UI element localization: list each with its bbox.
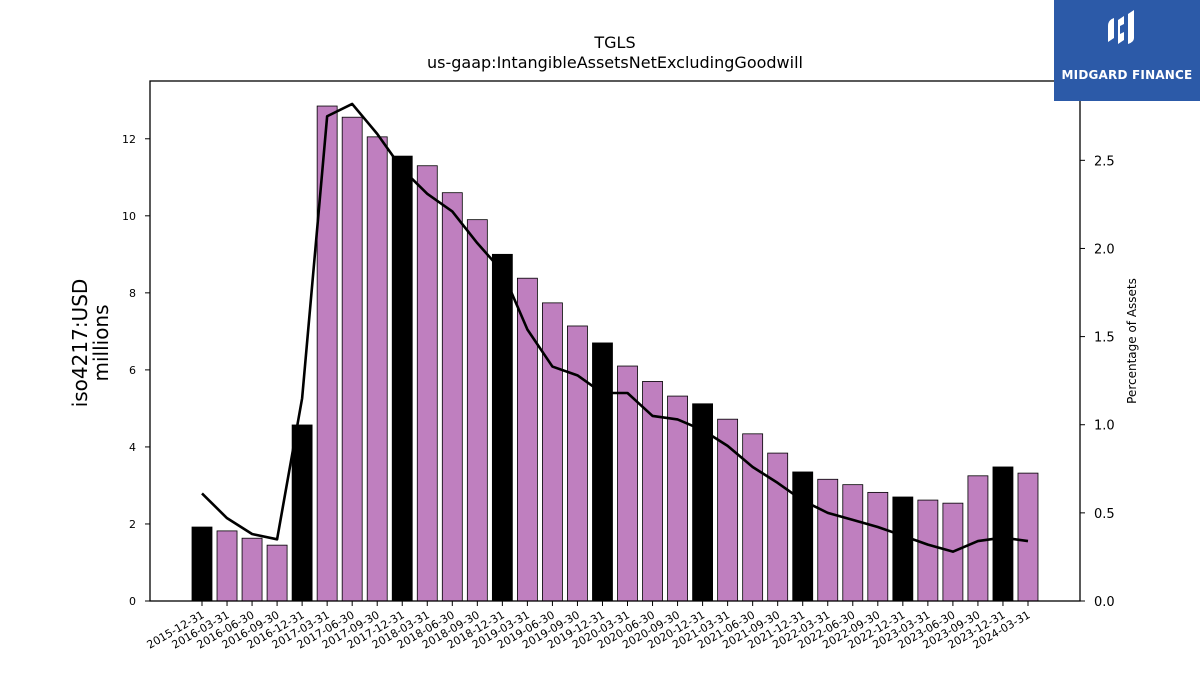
y2-tick-label: 2.5	[1094, 154, 1115, 169]
bar	[341, 116, 363, 602]
y2-tick-label: 2.0	[1094, 242, 1115, 257]
y-tick-label: 8	[129, 287, 136, 300]
bar	[892, 496, 914, 602]
y-tick-label: 12	[122, 133, 136, 146]
logo-text: MIDGARD FINANCE	[1061, 68, 1193, 82]
bar	[416, 165, 438, 602]
bar	[266, 544, 288, 602]
y-axis-label-line2: millions	[89, 304, 113, 381]
bar	[967, 475, 989, 602]
chart-title: TGLS	[593, 33, 635, 52]
bar	[391, 155, 413, 602]
y-axis-label: iso4217:USD millions	[68, 279, 113, 408]
y-tick-label: 10	[122, 210, 136, 223]
y2-tick-label: 0.0	[1094, 595, 1115, 610]
bar	[592, 342, 613, 602]
chart-subtitle: us-gaap:IntangibleAssetsNetExcludingGood…	[427, 53, 803, 72]
bar	[542, 302, 563, 602]
y2-tick-label: 1.0	[1094, 419, 1115, 434]
bar	[291, 424, 313, 602]
bar	[441, 192, 463, 602]
y-tick-label: 0	[129, 595, 136, 608]
percentage-series-line	[201, 102, 1029, 553]
bar	[867, 491, 889, 602]
midgard-finance-logo: MIDGARD FINANCE	[1054, 0, 1200, 101]
y-tick-label: 6	[129, 364, 136, 377]
bar	[466, 219, 488, 602]
bars	[191, 105, 1039, 602]
percentage-line	[201, 102, 1029, 553]
y2-tick-label: 0.5	[1094, 507, 1115, 522]
y-axis-label-line1: iso4217:USD	[68, 279, 92, 408]
y2-tick-label: 1.5	[1094, 331, 1115, 346]
bar	[241, 537, 263, 602]
bar	[742, 433, 764, 602]
y-tick-label: 2	[129, 518, 136, 531]
bar	[817, 478, 839, 602]
bar	[767, 452, 789, 602]
plot-frame	[149, 80, 1081, 602]
logo-mark-icon	[1108, 10, 1134, 44]
y2-axis-label: Percentage of Assets	[1125, 278, 1139, 404]
bar	[567, 325, 588, 602]
bar	[191, 526, 213, 602]
bar	[1017, 472, 1039, 602]
bar	[842, 484, 864, 602]
bar	[667, 395, 688, 602]
bar	[992, 466, 1014, 602]
bar	[316, 105, 338, 602]
bar	[491, 253, 513, 602]
bar	[617, 365, 638, 602]
bar	[917, 499, 939, 602]
bar	[366, 136, 388, 602]
bar	[216, 530, 238, 602]
y-tick-label: 4	[129, 441, 136, 454]
bar	[792, 471, 814, 602]
